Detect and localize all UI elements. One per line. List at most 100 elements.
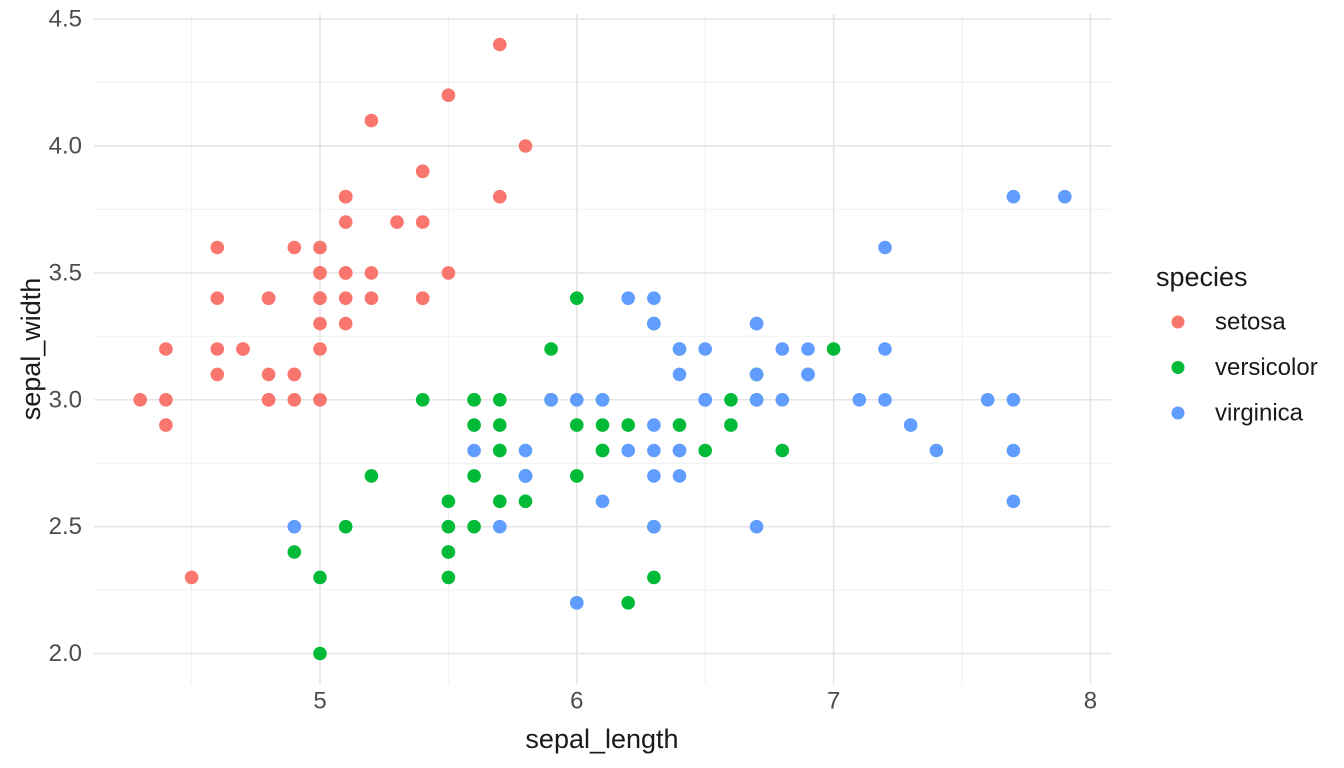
data-point [621, 418, 635, 432]
legend-item: versicolor [1171, 354, 1318, 381]
x-tick-label: 5 [313, 688, 326, 715]
data-point [441, 88, 456, 102]
data-point [313, 240, 327, 255]
data-point [338, 215, 353, 229]
data-point [621, 596, 635, 610]
data-point [287, 240, 302, 255]
data-point [159, 342, 173, 356]
data-point [1058, 189, 1072, 204]
data-point [749, 393, 764, 407]
data-point [415, 393, 430, 407]
legend-swatch [1171, 406, 1185, 420]
data-point [467, 469, 481, 483]
y-tick-label: 3.5 [49, 259, 82, 286]
data-point [1006, 443, 1021, 458]
legend-title: species [1156, 262, 1248, 292]
data-point [493, 393, 507, 407]
data-point [672, 443, 687, 458]
data-point [441, 570, 456, 585]
data-point [698, 393, 712, 407]
data-point [210, 240, 225, 255]
data-point [364, 469, 379, 483]
data-point [647, 316, 661, 331]
data-point [595, 494, 610, 509]
data-point [313, 393, 327, 407]
legend-item: virginica [1171, 400, 1304, 427]
data-point [261, 367, 276, 382]
y-tick-label: 3.0 [49, 386, 82, 413]
data-point [261, 291, 276, 306]
data-point [775, 393, 790, 407]
data-point [903, 418, 918, 432]
data-point [672, 342, 687, 356]
legend-swatch [1171, 361, 1185, 374]
data-point [493, 519, 507, 534]
data-point [313, 646, 327, 661]
data-point [415, 164, 430, 179]
data-point [493, 418, 507, 432]
x-tick-label: 6 [570, 688, 583, 715]
data-point [210, 342, 225, 356]
data-point [647, 443, 661, 458]
x-tick-label: 8 [1084, 688, 1097, 715]
y-tick-label: 4.0 [49, 132, 82, 159]
data-point [313, 291, 327, 306]
data-point [493, 443, 507, 458]
legend-item-label: setosa [1215, 309, 1286, 336]
data-point [390, 215, 404, 229]
legend-item-label: virginica [1215, 400, 1304, 427]
data-point [441, 519, 456, 534]
data-point [133, 393, 147, 407]
data-point [544, 393, 558, 407]
data-point [338, 266, 353, 280]
data-point [493, 37, 507, 52]
data-point [570, 596, 584, 610]
data-point [775, 342, 790, 356]
data-point [364, 113, 379, 128]
data-point [313, 570, 327, 585]
data-point [287, 519, 302, 534]
data-point [595, 443, 610, 458]
data-point [261, 393, 276, 407]
data-point [775, 443, 790, 458]
data-point [672, 367, 687, 382]
data-point [801, 342, 815, 356]
data-point [1006, 189, 1021, 204]
data-point [236, 342, 250, 356]
data-point [570, 469, 584, 483]
data-point [672, 418, 687, 432]
data-point [621, 443, 635, 458]
data-point [621, 291, 635, 306]
data-point [595, 418, 610, 432]
data-point [467, 519, 481, 534]
data-point [647, 418, 661, 432]
data-point [518, 139, 533, 153]
data-point [749, 519, 764, 534]
data-point [878, 342, 892, 356]
data-point [698, 443, 712, 458]
x-axis-tick-labels: 5 6 7 8 [313, 688, 1097, 715]
data-point [338, 291, 353, 306]
data-point [1006, 393, 1021, 407]
data-point [313, 342, 327, 356]
data-point [595, 393, 610, 407]
data-point [647, 469, 661, 483]
data-point [441, 266, 456, 280]
data-point [570, 291, 584, 306]
data-point [184, 570, 199, 585]
data-point [415, 215, 430, 229]
data-point [313, 316, 327, 331]
data-point [159, 393, 173, 407]
data-point [647, 291, 661, 306]
data-point [467, 393, 481, 407]
data-point [287, 545, 302, 559]
legend-swatch [1171, 315, 1185, 329]
x-tick-label: 7 [827, 688, 840, 715]
y-axis-tick-labels: 2.0 2.5 3.0 3.5 4.0 4.5 [49, 6, 82, 667]
data-point [441, 545, 456, 559]
data-point [724, 393, 738, 407]
data-point [826, 342, 841, 356]
data-point [159, 418, 173, 432]
